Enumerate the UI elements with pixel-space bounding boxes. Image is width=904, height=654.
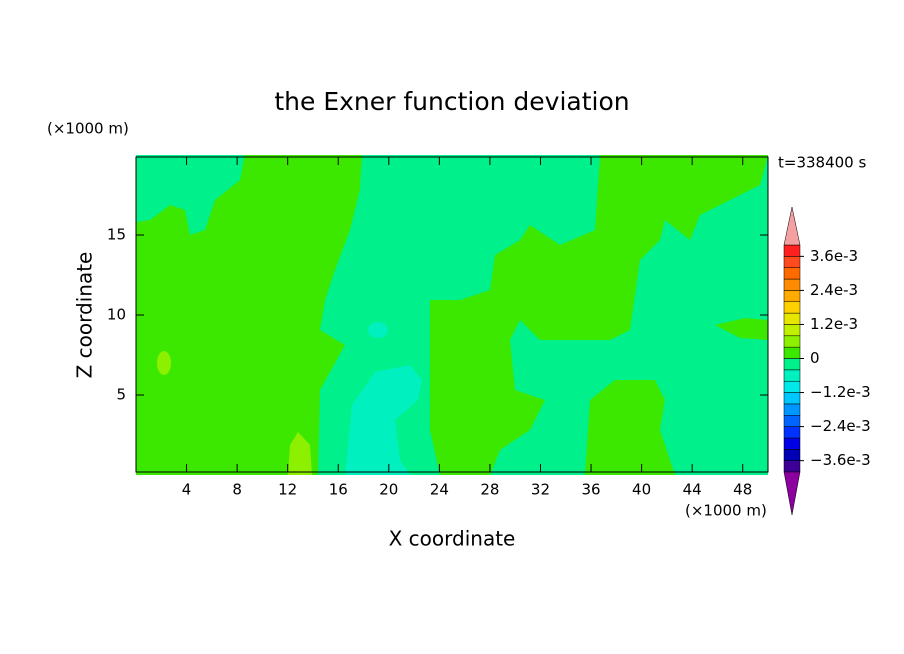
- x-tick-label: 44: [683, 481, 702, 499]
- colorbar-box: [783, 380, 801, 393]
- y-tick-label: 15: [107, 226, 126, 244]
- x-tick-label: 28: [480, 481, 499, 499]
- colorbar-tick-label: −3.6e-3: [810, 451, 871, 469]
- chart-title: the Exner function deviation: [274, 87, 629, 116]
- colorbar-box: [783, 244, 801, 257]
- colorbar-box: [783, 449, 801, 461]
- contour-region: [136, 155, 362, 475]
- contour-field: [136, 155, 768, 475]
- colorbar-box: [783, 426, 801, 439]
- colorbar-box: [783, 403, 801, 416]
- contour-region: [288, 432, 312, 475]
- colorbar-tick-label: 3.6e-3: [810, 247, 858, 265]
- colorbar-box: [783, 415, 801, 427]
- contour-region: [585, 380, 675, 475]
- colorbar-box: [783, 290, 801, 302]
- x-tick-label: 40: [632, 481, 651, 499]
- y-tick-label: 5: [116, 386, 126, 404]
- contour-region: [430, 155, 768, 475]
- contour-region: [157, 351, 171, 375]
- x-axis-label: X coordinate: [389, 527, 516, 551]
- time-label: t=338400 s: [778, 154, 866, 172]
- colorbar-tick-label: 1.2e-3: [810, 315, 858, 333]
- colorbar-box: [783, 437, 801, 450]
- colorbar-box: [783, 256, 801, 268]
- colorbar-over: [783, 206, 801, 246]
- x-unit: (×1000 m): [685, 502, 767, 520]
- x-tick-label: 4: [182, 481, 192, 499]
- y-unit: (×1000 m): [47, 120, 129, 138]
- colorbar-tick-label: 0: [810, 349, 820, 367]
- x-tick-label: 48: [733, 481, 752, 499]
- colorbar-box: [783, 392, 801, 405]
- colorbar-box: [783, 335, 801, 348]
- y-tick-label: 10: [107, 306, 126, 324]
- x-tick-label: 12: [278, 481, 297, 499]
- colorbar-tick-label: 2.4e-3: [810, 281, 858, 299]
- colorbar-box: [783, 301, 801, 314]
- y-axis-label: Z coordinate: [73, 252, 97, 379]
- x-tick-label: 36: [581, 481, 600, 499]
- colorbar-box: [783, 460, 801, 473]
- x-tick-label: 20: [379, 481, 398, 499]
- colorbar-under: [783, 471, 801, 516]
- colorbar-tick-label: −2.4e-3: [810, 417, 871, 435]
- contour-region: [368, 322, 388, 338]
- colorbar-box: [783, 312, 801, 325]
- colorbar-box: [783, 278, 801, 291]
- contour-region: [345, 365, 422, 475]
- x-tick-label: 8: [232, 481, 242, 499]
- colorbar-box: [783, 369, 801, 382]
- x-tick-label: 32: [531, 481, 550, 499]
- colorbar-box: [783, 324, 801, 337]
- colorbar-box: [783, 358, 801, 371]
- x-tick-label: 24: [430, 481, 449, 499]
- x-tick-label: 16: [329, 481, 348, 499]
- contour-region: [715, 318, 768, 340]
- colorbar-box: [783, 267, 801, 280]
- colorbar-tick-label: −1.2e-3: [810, 383, 871, 401]
- colorbar-box: [783, 346, 801, 359]
